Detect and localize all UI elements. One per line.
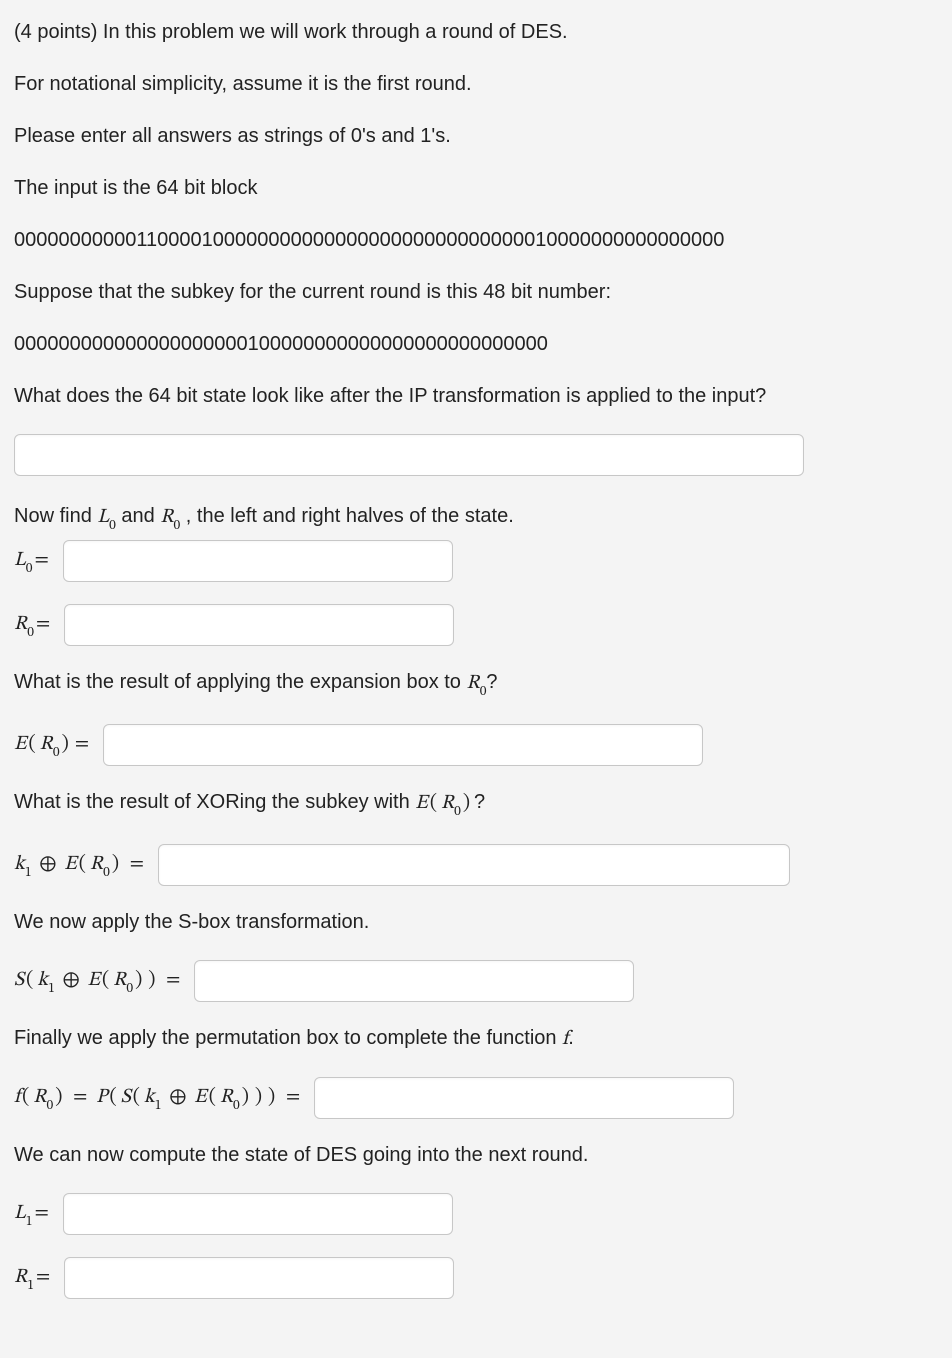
next-round-prompt: We can now compute the state of DES goin… [14, 1141, 938, 1169]
sbox-label: S(k1 ⊕ E(R0)) = [14, 966, 184, 997]
r1-input[interactable] [64, 1257, 454, 1299]
er0-row: E(R0)= [14, 724, 938, 766]
input-block-64bit: 0000000000011000010000000000000000000000… [14, 226, 938, 254]
r0-row: R0= [14, 604, 938, 646]
ip-prompt: What does the 64 bit state look like aft… [14, 382, 938, 410]
l1-input[interactable] [63, 1193, 453, 1235]
r0-symbol: R0 [160, 507, 180, 527]
l1-row: L1= [14, 1193, 938, 1235]
l0-input[interactable] [63, 540, 453, 582]
l0-label: L0= [14, 546, 53, 577]
intro-line-3: Please enter all answers as strings of 0… [14, 122, 938, 150]
intro-line-2: For notational simplicity, assume it is … [14, 70, 938, 98]
intro-line-1: (4 points) In this problem we will work … [14, 18, 938, 46]
intro-line-4: The input is the 64 bit block [14, 174, 938, 202]
expansion-prompt-post: ? [486, 671, 497, 693]
l0-symbol: L0 [97, 507, 115, 527]
l1-label: L1= [14, 1199, 53, 1230]
xor-prompt: What is the result of XORing the subkey … [14, 788, 938, 820]
sbox-prompt: We now apply the S-box transformation. [14, 908, 938, 936]
halves-prompt-end: , the left and right halves of the state… [186, 505, 514, 527]
er0-label: E(R0)= [14, 730, 93, 761]
er0-symbol: E(R0) [415, 793, 474, 813]
expansion-prompt-pre: What is the result of applying the expan… [14, 671, 467, 693]
perm-prompt-pre: Finally we apply the permutation box to … [14, 1027, 562, 1049]
ip-state-input[interactable] [14, 434, 804, 476]
expansion-prompt: What is the result of applying the expan… [14, 668, 938, 700]
fr0-input[interactable] [314, 1077, 734, 1119]
k1-xor-input[interactable] [158, 844, 790, 886]
r1-row: R1= [14, 1257, 938, 1299]
fr0-row: f(R0) = P(S(k1 ⊕ E(R0))) = [14, 1077, 938, 1119]
question-page: (4 points) In this problem we will work … [0, 0, 952, 1358]
k1-xor-row: k1 ⊕ E(R0) = [14, 844, 938, 886]
intro-line-5: Suppose that the subkey for the current … [14, 278, 938, 306]
er0-input[interactable] [103, 724, 703, 766]
r1-label: R1= [14, 1263, 54, 1294]
halves-prompt-pre: Now find [14, 505, 97, 527]
k1-xor-label: k1 ⊕ E(R0) = [14, 850, 148, 881]
xor-prompt-post: ? [474, 791, 485, 813]
perm-prompt-post: . [568, 1027, 574, 1049]
r0-label: R0= [14, 610, 54, 641]
halves-prompt-mid: and [121, 505, 160, 527]
fr0-label: f(R0) = P(S(k1 ⊕ E(R0))) = [14, 1083, 304, 1114]
subkey-48bit: 0000000000000000000001000000000000000000… [14, 330, 938, 358]
halves-prompt: Now find L0 and R0 , the left and right … [14, 502, 938, 534]
sbox-row: S(k1 ⊕ E(R0)) = [14, 960, 938, 1002]
r0-symbol-2: R0 [467, 673, 487, 693]
sbox-input[interactable] [194, 960, 634, 1002]
l0-row: L0= [14, 540, 938, 582]
r0-input[interactable] [64, 604, 454, 646]
xor-prompt-pre: What is the result of XORing the subkey … [14, 791, 415, 813]
perm-prompt: Finally we apply the permutation box to … [14, 1024, 938, 1053]
